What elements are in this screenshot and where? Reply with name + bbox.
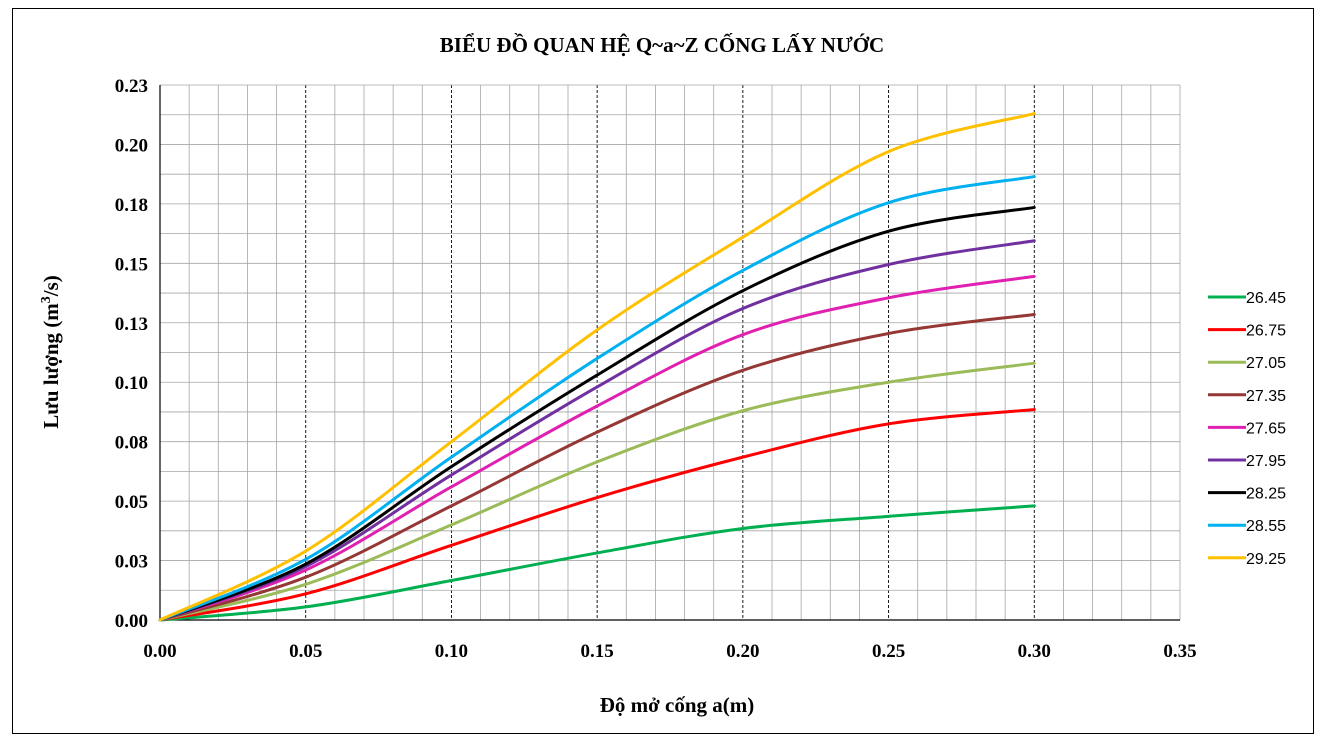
- series-lines: [158, 112, 1036, 622]
- series-line-26.45: [158, 504, 1036, 622]
- y-axis-label: Lưu lượng (m3/s): [39, 275, 63, 429]
- x-tick-label: 0.30: [1018, 641, 1051, 662]
- legend-label-29.25: 29.25: [1246, 551, 1286, 568]
- y-tick-labels: 0.00 0.03 0.05 0.08 0.10 0.13 0.15 0.18 0.20 0.23: [115, 76, 148, 632]
- x-axis-label: Độ mở cống a(m): [600, 693, 755, 717]
- x-tick-label: 0.25: [872, 641, 905, 662]
- series-line-26.75: [158, 408, 1036, 622]
- x-tick-label: 0.20: [726, 641, 759, 662]
- series-line-27.05: [158, 361, 1036, 622]
- legend-label-28.25: 28.25: [1246, 486, 1286, 503]
- y-tick-label: 0.08: [115, 433, 148, 454]
- x-tick-label: 0.10: [435, 641, 468, 662]
- series-line-27.95: [158, 239, 1036, 622]
- y-tick-label: 0.15: [115, 254, 148, 275]
- legend-label-27.05: 27.05: [1246, 355, 1286, 372]
- legend-label-26.45: 26.45: [1246, 290, 1286, 307]
- y-tick-label: 0.10: [115, 373, 148, 394]
- legend-label-28.55: 28.55: [1246, 518, 1286, 535]
- series-line-27.65: [158, 274, 1036, 622]
- y-tick-label: 0.00: [115, 611, 148, 632]
- x-tick-label: 0.35: [1163, 641, 1196, 662]
- y-axis-label-tail: /s): [39, 275, 63, 297]
- legend-label-27.65: 27.65: [1246, 420, 1286, 437]
- chart-title: BIỂU ĐỒ QUAN HỆ Q~a~Z CỐNG LẤY NƯỚC: [440, 33, 884, 57]
- series-line-29.25: [158, 112, 1036, 622]
- y-tick-label: 0.05: [115, 492, 148, 513]
- y-tick-label: 0.18: [115, 195, 148, 216]
- series-line-27.35: [158, 312, 1036, 622]
- y-tick-label: 0.13: [115, 314, 148, 335]
- x-tick-labels: 0.00 0.05 0.10 0.15 0.20 0.25 0.30 0.35: [143, 641, 1196, 662]
- x-tick-label: 0.15: [581, 641, 614, 662]
- y-tick-label: 0.03: [115, 552, 148, 573]
- axes: [159, 85, 1180, 621]
- y-tick-label: 0.20: [115, 135, 148, 156]
- y-tick-label: 0.23: [115, 76, 148, 97]
- y-axis-label-sup: 3: [39, 296, 54, 303]
- series-line-28.25: [158, 205, 1036, 622]
- legend: 26.45 26.75 27.05 27.35 27.65 27.95 28.25 28.55…: [1208, 290, 1286, 568]
- series-line-28.55: [158, 175, 1036, 622]
- legend-label-27.95: 27.95: [1246, 453, 1286, 470]
- legend-label-26.75: 26.75: [1246, 323, 1286, 340]
- legend-label-27.35: 27.35: [1246, 388, 1286, 405]
- x-tick-label: 0.00: [143, 641, 176, 662]
- y-axis-label-main: Lưu lượng (m: [39, 303, 63, 429]
- x-tick-label: 0.05: [289, 641, 322, 662]
